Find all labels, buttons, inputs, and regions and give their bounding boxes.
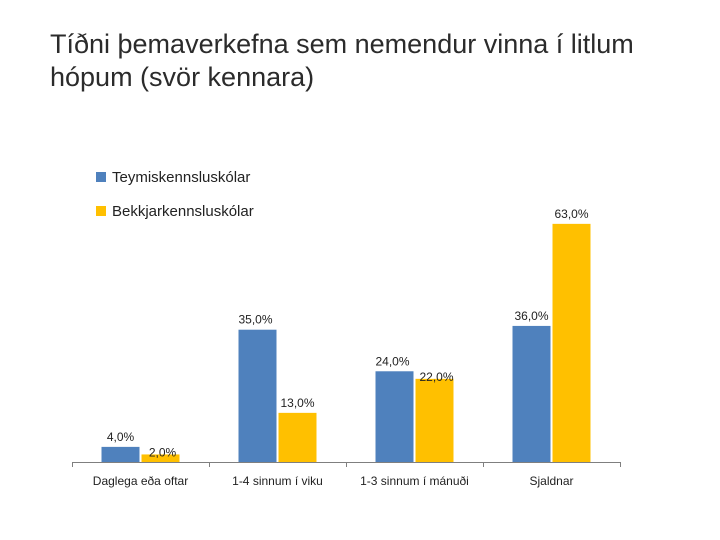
bar-series-1 (101, 446, 140, 462)
bar-series-1 (375, 371, 414, 462)
data-label-series-2: 22,0% (419, 370, 453, 384)
data-label-series-1: 24,0% (375, 354, 409, 368)
data-label-series-1: 4,0% (107, 430, 135, 444)
legend-swatch-series-2 (96, 206, 106, 216)
x-tick-label: Daglega eða oftar (93, 474, 188, 488)
bar-series-1 (238, 329, 277, 462)
legend-swatch-series-1 (96, 172, 106, 182)
bar-series-1 (512, 325, 551, 462)
data-label-series-2: 13,0% (280, 396, 314, 410)
bar-series-2 (552, 223, 591, 462)
legend-item-series-2: Bekkjarkennsluskólar (96, 194, 254, 228)
legend-label-series-2: Bekkjarkennsluskólar (112, 202, 254, 220)
chart-legend: Teymiskennsluskólar Bekkjarkennsluskólar (96, 160, 254, 228)
bar-series-2 (141, 454, 180, 462)
x-tick-label: 1-3 sinnum í mánuði (360, 474, 469, 488)
x-tick-label: 1-4 sinnum í viku (232, 474, 323, 488)
chart-title: Tíðni þemaverkefna sem nemendur vinna í … (50, 29, 634, 92)
data-label-series-1: 35,0% (238, 313, 272, 327)
data-label-series-2: 2,0% (149, 445, 177, 459)
legend-label-series-1: Teymiskennsluskólar (112, 168, 251, 186)
legend-item-series-1: Teymiskennsluskólar (96, 160, 254, 194)
bar-series-2 (278, 412, 317, 462)
data-label-series-1: 36,0% (514, 309, 548, 323)
x-tick-label: Sjaldnar (529, 474, 573, 488)
bar-series-2 (415, 378, 454, 462)
data-label-series-2: 63,0% (554, 207, 588, 221)
